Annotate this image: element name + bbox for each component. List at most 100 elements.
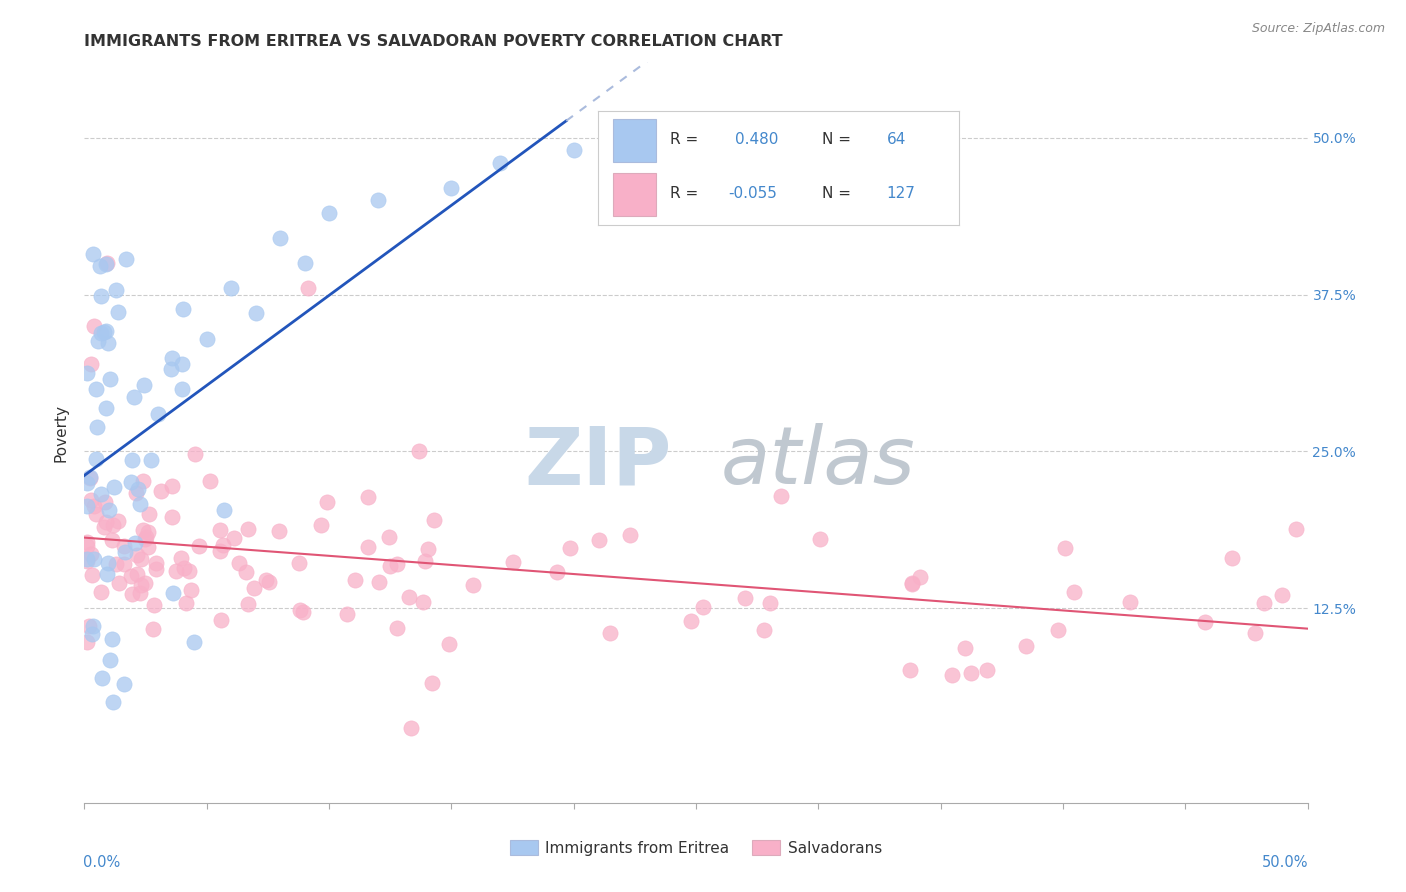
Point	[960, 665, 983, 680]
Point	[908, 570, 931, 584]
Point	[76, 535, 98, 549]
Point	[599, 625, 621, 640]
Point	[387, 557, 409, 571]
Point	[953, 640, 976, 655]
Point	[87, 334, 110, 348]
Y-axis label: Poverty: Poverty	[53, 403, 69, 462]
Point	[898, 663, 921, 677]
Point	[96, 324, 118, 338]
Point	[367, 194, 389, 208]
Point	[172, 357, 194, 371]
Point	[96, 556, 118, 570]
Point	[132, 475, 155, 489]
Point	[136, 524, 159, 539]
Point	[129, 497, 152, 511]
Point	[357, 490, 380, 504]
Point	[165, 564, 187, 578]
Point	[1253, 596, 1275, 610]
Point	[82, 567, 104, 582]
Text: IMMIGRANTS FROM ERITREA VS SALVADORAN POVERTY CORRELATION CHART: IMMIGRANTS FROM ERITREA VS SALVADORAN PO…	[84, 34, 783, 49]
Point	[412, 594, 434, 608]
Point	[546, 565, 568, 579]
Point	[76, 554, 98, 568]
Point	[129, 586, 152, 600]
Point	[269, 524, 291, 538]
Point	[211, 537, 233, 551]
Point	[211, 613, 233, 627]
Point	[90, 487, 112, 501]
Point	[336, 607, 359, 622]
Point	[114, 545, 136, 559]
Text: atlas: atlas	[720, 423, 915, 501]
Point	[316, 495, 339, 509]
Point	[770, 489, 793, 503]
Point	[98, 372, 121, 386]
Point	[76, 476, 98, 491]
Point	[208, 523, 231, 537]
Point	[224, 531, 246, 545]
Point	[79, 619, 101, 633]
Point	[132, 378, 155, 392]
Point	[145, 556, 167, 570]
Legend: Immigrants from Eritrea, Salvadorans: Immigrants from Eritrea, Salvadorans	[505, 834, 887, 862]
Point	[107, 575, 129, 590]
Point	[80, 547, 103, 561]
Point	[97, 335, 120, 350]
Point	[121, 452, 143, 467]
Point	[173, 561, 195, 575]
Point	[1244, 626, 1267, 640]
Point	[83, 318, 105, 333]
Point	[101, 695, 124, 709]
Point	[127, 482, 149, 496]
Point	[235, 566, 257, 580]
Point	[177, 564, 200, 578]
Point	[754, 623, 776, 637]
Point	[135, 530, 157, 544]
Point	[132, 523, 155, 537]
Point	[437, 637, 460, 651]
Point	[1046, 624, 1069, 638]
Point	[357, 541, 380, 555]
Point	[422, 675, 444, 690]
Point	[562, 143, 585, 157]
Point	[183, 634, 205, 648]
Point	[76, 539, 98, 553]
Point	[160, 479, 183, 493]
Point	[415, 553, 437, 567]
Text: ZIP: ZIP	[524, 423, 672, 501]
Point	[101, 533, 124, 547]
Point	[1271, 589, 1294, 603]
Point	[112, 539, 135, 553]
Point	[76, 552, 98, 566]
Point	[90, 326, 112, 340]
Point	[808, 532, 831, 546]
Point	[89, 260, 111, 274]
Point	[399, 721, 422, 735]
Point	[129, 578, 152, 592]
Point	[292, 605, 315, 619]
Point	[104, 284, 127, 298]
Point	[120, 475, 142, 489]
Point	[101, 518, 124, 533]
Point	[183, 447, 205, 461]
Point	[93, 519, 115, 533]
Point	[461, 578, 484, 592]
Point	[121, 587, 143, 601]
Point	[80, 493, 103, 508]
Point	[138, 507, 160, 521]
Point	[1015, 639, 1038, 653]
Point	[84, 507, 107, 521]
Text: 50.0%: 50.0%	[1263, 855, 1309, 870]
Point	[76, 635, 98, 649]
Point	[134, 576, 156, 591]
Point	[502, 555, 524, 569]
Point	[416, 542, 439, 557]
Point	[254, 573, 277, 587]
Point	[107, 304, 129, 318]
Point	[120, 569, 142, 583]
Point	[385, 621, 408, 635]
Point	[98, 502, 121, 516]
Point	[195, 331, 218, 345]
Point	[422, 513, 444, 527]
Point	[901, 575, 924, 590]
